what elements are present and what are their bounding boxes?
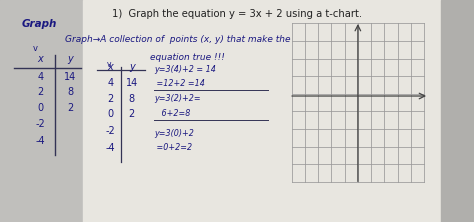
Text: v: v: [107, 60, 111, 69]
Text: 8: 8: [67, 87, 73, 97]
Text: x: x: [108, 61, 113, 72]
Bar: [441, 0, 474, 222]
Text: v: v: [33, 44, 38, 53]
Text: Graph: Graph: [21, 19, 57, 30]
Text: y: y: [67, 54, 73, 64]
Text: 2: 2: [37, 87, 44, 97]
Text: -2: -2: [106, 126, 115, 136]
Bar: [0, 0, 83, 222]
Text: y=3(2)+2=: y=3(2)+2=: [154, 94, 201, 103]
Text: 2: 2: [128, 109, 135, 119]
Text: y=3(4)+2 = 14: y=3(4)+2 = 14: [154, 65, 216, 74]
Text: Graph→A collection of  points (x, y) that make the: Graph→A collection of points (x, y) that…: [65, 36, 291, 44]
Text: 8: 8: [129, 94, 135, 104]
Text: 2: 2: [107, 94, 114, 104]
Text: -2: -2: [36, 119, 45, 129]
Text: -4: -4: [36, 136, 45, 146]
Text: 2: 2: [67, 103, 73, 113]
Text: x: x: [37, 54, 43, 64]
Text: equation true !!!: equation true !!!: [150, 53, 225, 62]
Text: 1)  Graph the equation y = 3x + 2 using a t-chart.: 1) Graph the equation y = 3x + 2 using a…: [112, 9, 362, 20]
Text: y: y: [129, 61, 135, 72]
Bar: [83, 0, 441, 222]
Text: y=3(0)+2: y=3(0)+2: [154, 129, 194, 138]
Text: 4: 4: [37, 71, 43, 82]
Text: 4: 4: [108, 78, 113, 88]
Text: =12+2 =14: =12+2 =14: [154, 79, 205, 88]
Text: 6+2=8: 6+2=8: [154, 109, 191, 118]
Text: -4: -4: [106, 143, 115, 153]
Text: =0+2=2: =0+2=2: [154, 143, 192, 152]
Text: 0: 0: [37, 103, 43, 113]
Text: 14: 14: [126, 78, 138, 88]
Text: 14: 14: [64, 71, 76, 82]
Text: 0: 0: [108, 109, 113, 119]
